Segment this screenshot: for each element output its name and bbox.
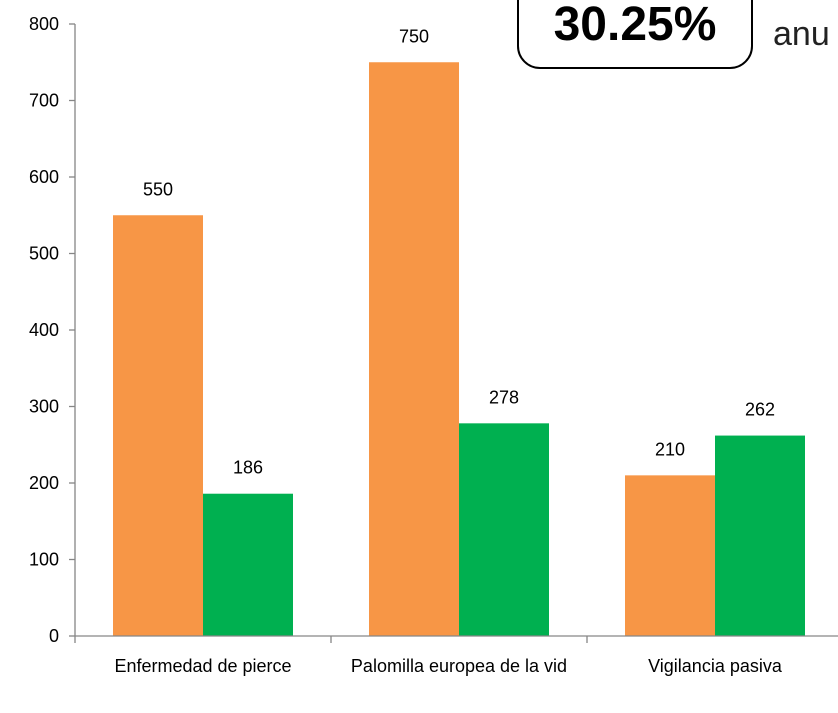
annotation-value: 30.25% (554, 0, 717, 51)
bar (203, 493, 293, 636)
y-tick-label: 800 (29, 14, 59, 34)
data-label: 278 (489, 387, 519, 407)
y-tick-label: 700 (29, 91, 59, 111)
bar (113, 215, 203, 636)
x-tick-label: Enfermedad de pierce (114, 656, 291, 676)
y-tick-label: 500 (29, 244, 59, 264)
bar (625, 475, 715, 636)
y-tick-label: 400 (29, 320, 59, 340)
x-tick-label: Palomilla europea de la vid (351, 656, 567, 676)
annotation-text: anu (773, 15, 830, 53)
annotation-box (517, 0, 753, 69)
bar (459, 423, 549, 636)
data-label: 550 (143, 179, 173, 199)
data-label: 210 (655, 439, 685, 459)
y-tick-label: 600 (29, 167, 59, 187)
y-tick-label: 300 (29, 397, 59, 417)
x-tick-label: Vigilancia pasiva (648, 656, 783, 676)
bar (715, 435, 805, 636)
data-label: 262 (745, 400, 775, 420)
bar (369, 62, 459, 636)
y-tick-label: 100 (29, 550, 59, 570)
y-tick-label: 0 (49, 626, 59, 646)
data-label: 186 (233, 458, 263, 478)
y-tick-label: 200 (29, 473, 59, 493)
data-label: 750 (399, 26, 429, 46)
